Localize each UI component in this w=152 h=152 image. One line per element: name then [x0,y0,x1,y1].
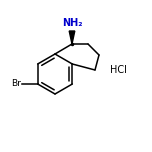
Polygon shape [69,31,75,44]
Text: Br: Br [11,79,21,88]
Text: HCl: HCl [110,65,127,75]
Text: NH₂: NH₂ [62,19,82,29]
